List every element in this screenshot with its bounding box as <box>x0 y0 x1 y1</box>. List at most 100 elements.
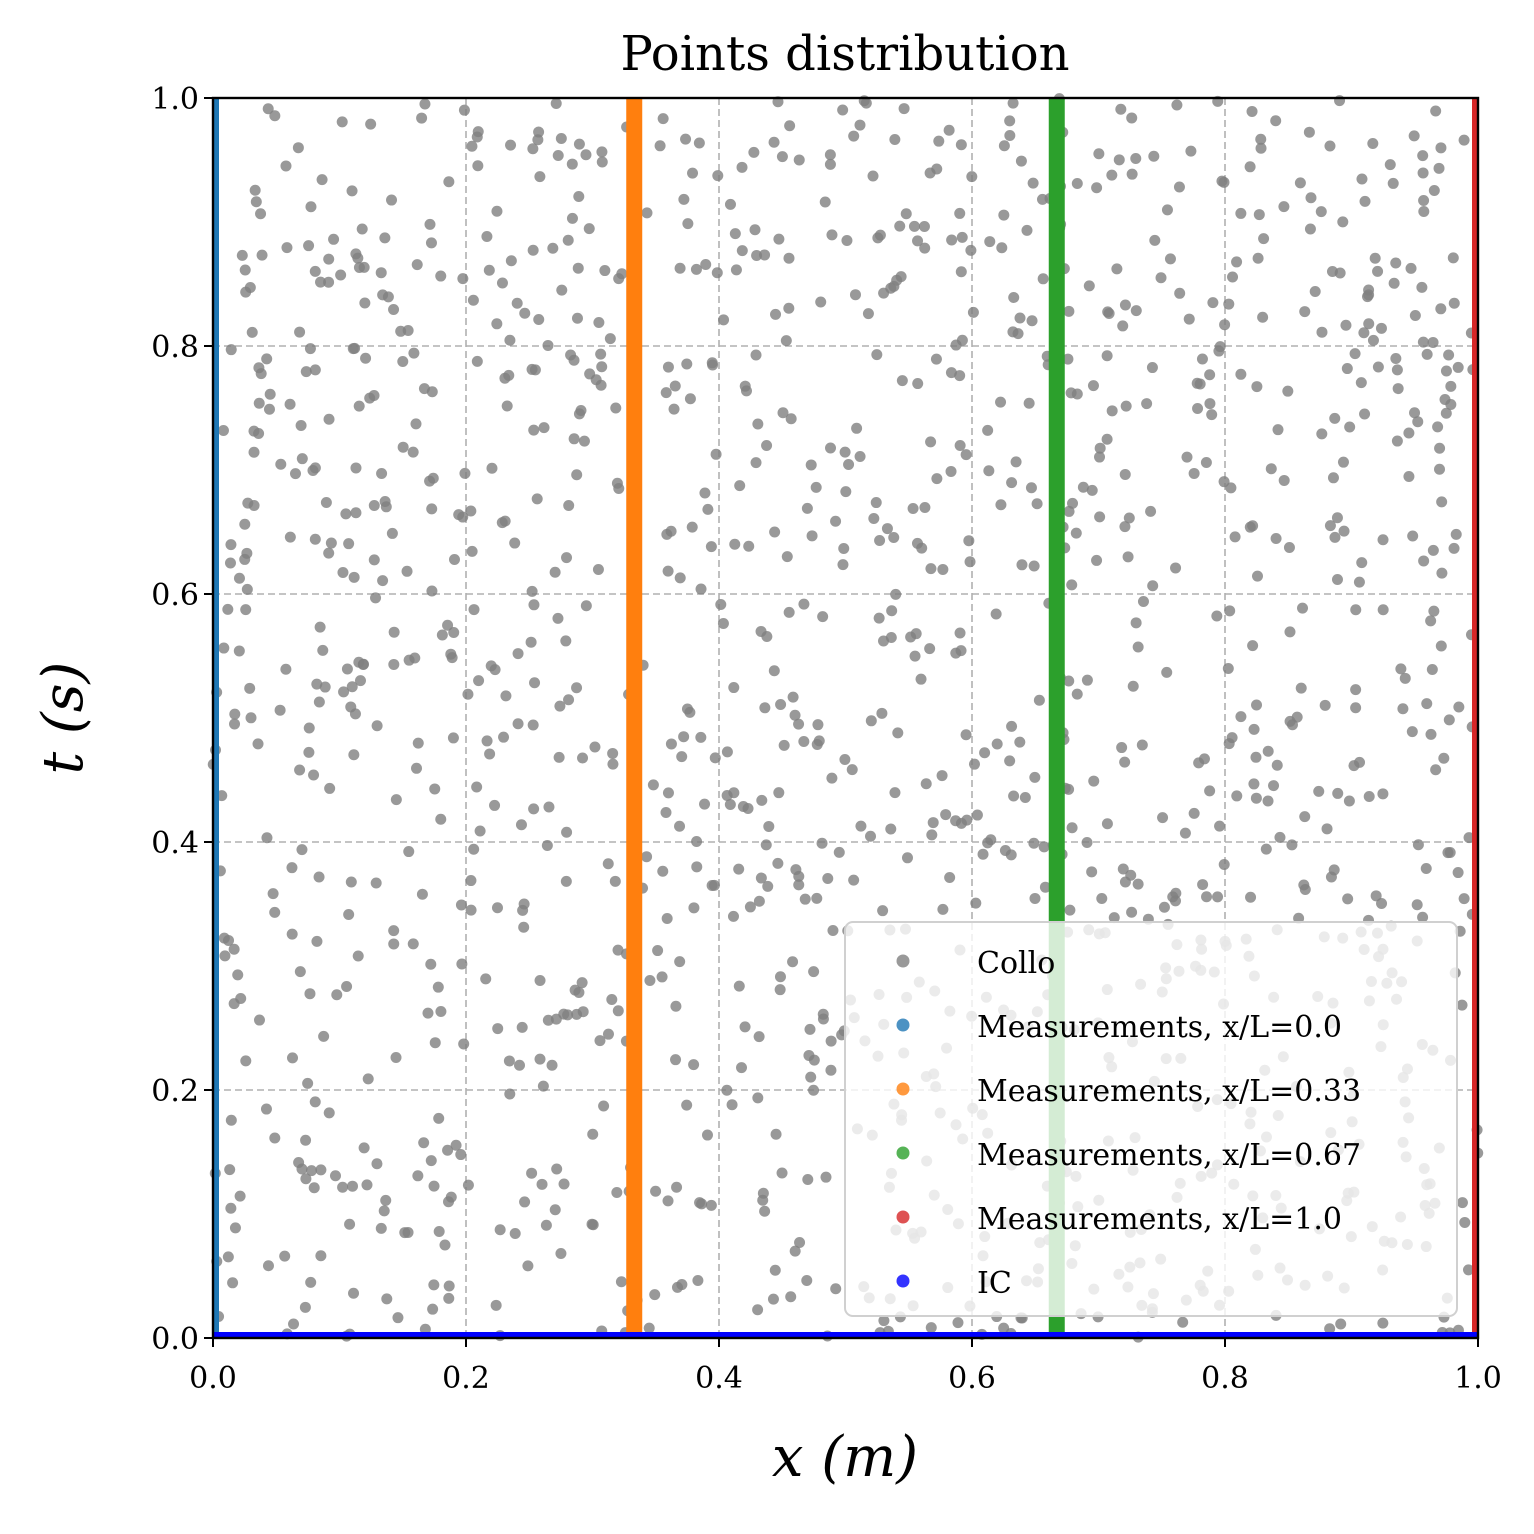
collo-point <box>1458 134 1470 146</box>
collo-point <box>784 120 796 132</box>
collo-point <box>1377 788 1389 800</box>
legend-marker <box>896 1082 910 1096</box>
collo-point <box>862 308 874 320</box>
collo-point <box>1435 640 1447 652</box>
collo-point <box>964 556 976 568</box>
collo-point <box>894 220 906 232</box>
collo-point <box>235 993 247 1005</box>
collo-point <box>350 462 362 474</box>
collo-point <box>763 820 775 832</box>
collo-point <box>538 422 550 434</box>
collo-point <box>839 446 851 458</box>
collo-point <box>1087 380 1099 392</box>
collo-point <box>734 480 746 492</box>
collo-point <box>309 265 321 277</box>
collo-point <box>1108 912 1120 924</box>
collo-point <box>1329 531 1341 543</box>
legend-marker <box>896 1210 910 1224</box>
collo-point <box>736 161 748 173</box>
collo-point <box>769 526 781 538</box>
collo-point <box>371 1158 383 1170</box>
collo-point <box>429 783 441 795</box>
collo-point <box>1258 233 1270 245</box>
collo-point <box>742 803 754 815</box>
collo-point <box>759 249 771 261</box>
collo-point <box>733 980 745 992</box>
collo-point <box>513 1059 525 1071</box>
collo-point <box>560 875 572 887</box>
collo-point <box>419 98 431 110</box>
collo-point <box>1227 271 1239 283</box>
collo-point <box>718 314 730 326</box>
collo-point <box>1071 178 1083 190</box>
collo-point <box>573 138 585 150</box>
collo-point <box>295 420 307 432</box>
collo-point <box>593 316 605 328</box>
collo-point <box>1427 336 1439 348</box>
y-tick-label: 0.0 <box>151 1322 199 1357</box>
collo-point <box>886 605 898 617</box>
collo-point <box>311 678 323 690</box>
collo-point <box>1409 309 1421 321</box>
collo-point <box>343 908 355 920</box>
collo-point <box>1316 428 1328 440</box>
collo-point <box>1146 362 1158 374</box>
collo-point <box>407 446 419 458</box>
collo-point <box>960 449 972 461</box>
collo-point <box>1111 263 1123 275</box>
collo-point <box>1113 154 1125 166</box>
collo-point <box>1029 892 1041 904</box>
collo-point <box>1096 892 1108 904</box>
collo-point <box>250 196 262 208</box>
collo-point <box>1432 421 1444 433</box>
collo-point <box>1372 265 1384 277</box>
collo-point <box>1193 757 1205 769</box>
collo-point <box>445 1191 457 1203</box>
collo-point <box>314 621 326 633</box>
collo-point <box>571 682 583 694</box>
collo-point <box>960 729 972 741</box>
collo-point <box>1436 496 1448 508</box>
collo-point <box>979 747 991 759</box>
collo-point <box>325 537 337 549</box>
collo-point <box>428 1279 440 1291</box>
collo-point <box>336 116 348 128</box>
collo-point <box>681 703 693 715</box>
collo-point <box>890 588 902 600</box>
collo-point <box>652 945 664 957</box>
collo-point <box>610 402 622 414</box>
collo-point <box>775 699 787 711</box>
collo-point <box>1083 280 1095 292</box>
collo-point <box>1145 505 1157 517</box>
collo-point <box>315 1164 327 1176</box>
collo-point <box>1452 361 1464 373</box>
collo-point <box>874 229 886 241</box>
collo-point <box>965 244 977 256</box>
collo-point <box>408 347 420 359</box>
collo-point <box>269 1132 281 1144</box>
collo-point <box>1359 195 1371 207</box>
collo-point <box>1197 879 1209 891</box>
collo-point <box>940 809 952 821</box>
collo-point <box>1062 353 1074 365</box>
collo-point <box>573 986 585 998</box>
collo-point <box>239 553 251 565</box>
collo-point <box>1014 736 1026 748</box>
collo-point <box>528 424 540 436</box>
collo-point <box>1211 610 1223 622</box>
collo-point <box>1313 785 1325 797</box>
legend-marker <box>896 1018 910 1032</box>
collo-point <box>743 540 755 552</box>
collo-point <box>225 539 237 551</box>
collo-point <box>435 813 447 825</box>
collo-point <box>554 700 566 712</box>
collo-point <box>317 644 329 656</box>
collo-point <box>611 477 623 489</box>
collo-point <box>1299 884 1311 896</box>
collo-point <box>446 652 458 664</box>
collo-point <box>612 1005 624 1017</box>
collo-point <box>480 973 492 985</box>
collo-point <box>296 453 308 465</box>
collo-point <box>919 502 931 514</box>
collo-point <box>1027 177 1039 189</box>
